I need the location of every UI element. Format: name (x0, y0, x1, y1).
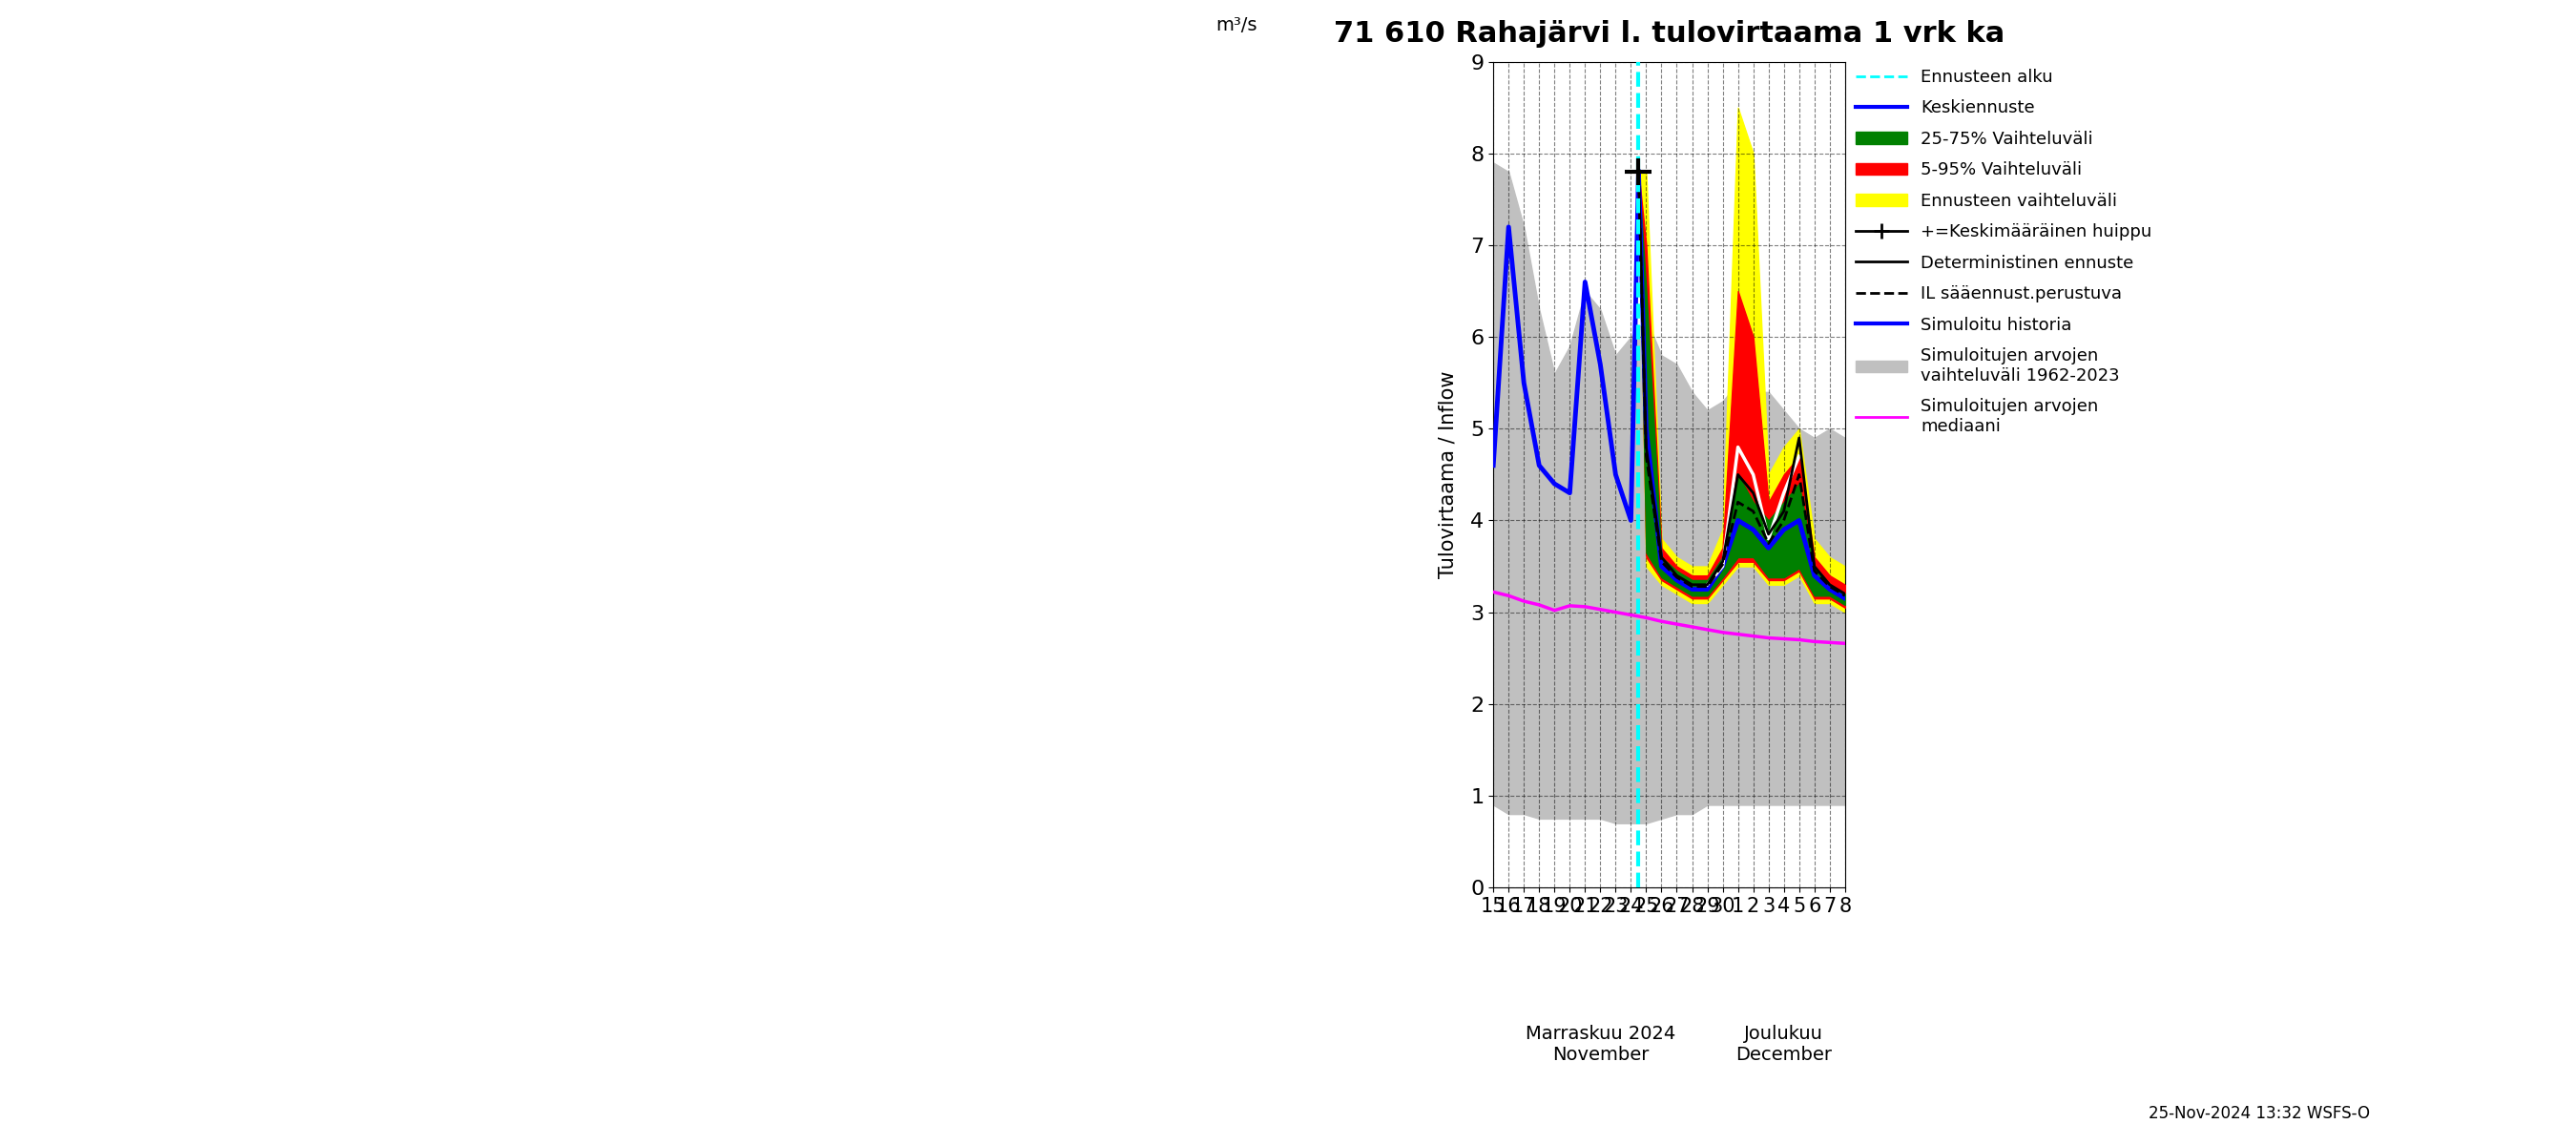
Text: Marraskuu 2024
November: Marraskuu 2024 November (1525, 1025, 1674, 1064)
Title: 71 610 Rahajärvi l. tulovirtaama 1 vrk ka: 71 610 Rahajärvi l. tulovirtaama 1 vrk k… (1334, 19, 2004, 48)
Y-axis label: Tulovirtaama / Inflow: Tulovirtaama / Inflow (1437, 371, 1458, 578)
Legend: Ennusteen alku, Keskiennuste, 25-75% Vaihteluväli, 5-95% Vaihteluväli, Ennusteen: Ennusteen alku, Keskiennuste, 25-75% Vai… (1850, 62, 2159, 442)
Text: m³/s: m³/s (1216, 16, 1257, 34)
Text: Joulukuu
December: Joulukuu December (1736, 1025, 1832, 1064)
Text: 25-Nov-2024 13:32 WSFS-O: 25-Nov-2024 13:32 WSFS-O (2148, 1105, 2370, 1122)
